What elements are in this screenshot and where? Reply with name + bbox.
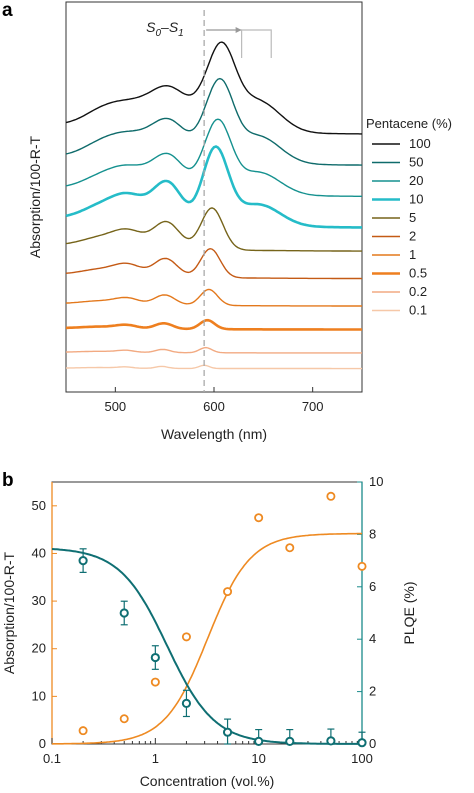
x-tick-label-1: 1 xyxy=(152,751,159,766)
spectrum-100 xyxy=(65,41,362,135)
x-tick-label-700: 700 xyxy=(302,399,324,414)
panel-a-legend: Pentacene (%) 100 50 20 10 5 2 1 0.5 0.2 0.1 xyxy=(366,116,452,318)
panel-b-x-axis: 0.1 1 10 100 xyxy=(43,738,373,766)
absorption-point xyxy=(181,632,191,642)
right-tick-label-6: 6 xyxy=(369,579,376,594)
spectrum-0.1 xyxy=(66,364,362,370)
peak-bracket xyxy=(241,29,272,58)
panel-b-label: b xyxy=(2,470,14,491)
spectrum-0.5 xyxy=(65,318,362,331)
panel-b-right-axis: 0 2 4 6 8 10 xyxy=(357,474,383,751)
spectrum-20 xyxy=(65,118,362,197)
panel-b-fit-curves xyxy=(51,532,362,745)
right-tick-label-4: 4 xyxy=(369,631,376,646)
plqe-point xyxy=(254,736,264,746)
absorption-point xyxy=(326,491,336,501)
plqe-point xyxy=(181,698,192,708)
shift-arrowhead xyxy=(235,27,242,33)
x-tick-label-0.1: 0.1 xyxy=(43,751,61,766)
legend-label-100: 100 xyxy=(409,136,431,151)
spectrum-0.2 xyxy=(66,346,362,354)
plqe-point xyxy=(222,727,233,737)
panel-b-left-axis-label: Absorption/100-R-T xyxy=(1,551,17,674)
panel-b-frame xyxy=(51,481,363,745)
left-tick-label-20: 20 xyxy=(32,641,46,656)
spectrum-2 xyxy=(65,247,363,280)
legend-label-10: 10 xyxy=(409,192,423,207)
legend-label-0.5: 0.5 xyxy=(409,266,427,281)
legend-label-5: 5 xyxy=(409,210,416,225)
x-tick-label-500: 500 xyxy=(104,399,126,414)
panel-b-x-axis-label: Concentration (vol.%) xyxy=(140,773,275,789)
right-tick-label-0: 0 xyxy=(369,736,376,751)
plqe-point xyxy=(119,608,129,618)
spectrum-10 xyxy=(65,145,362,229)
s1-subscript: 1 xyxy=(178,28,184,39)
spectrum-5 xyxy=(65,207,362,252)
absorption-point xyxy=(223,587,233,597)
panel-b-left-axis: 0 10 20 30 40 50 xyxy=(32,482,57,751)
panel-b-data-points xyxy=(78,491,367,748)
right-tick-label-2: 2 xyxy=(369,684,376,699)
absorption-fit-curve xyxy=(51,532,362,745)
legend-label-0.2: 0.2 xyxy=(409,284,427,299)
legend-label-50: 50 xyxy=(409,155,423,170)
x-tick-label-600: 600 xyxy=(203,399,225,414)
absorption-point xyxy=(285,543,295,553)
legend-label-1: 1 xyxy=(409,247,416,262)
panel-a-curves xyxy=(65,41,363,370)
legend-label-0.1: 0.1 xyxy=(409,303,427,318)
s0-s1-label: S0–S1 xyxy=(146,19,184,39)
right-tick-label-10: 10 xyxy=(369,474,383,489)
left-tick-label-10: 10 xyxy=(32,688,46,703)
s0-s1-dash: –S xyxy=(160,19,179,35)
right-tick-label-8: 8 xyxy=(369,526,376,541)
plqe-fit-curve xyxy=(51,548,362,745)
absorption-point xyxy=(254,513,264,523)
left-tick-label-40: 40 xyxy=(32,545,46,560)
absorption-point xyxy=(78,726,88,736)
panel-a-x-ticks: 500 600 700 xyxy=(104,387,324,414)
absorption-point xyxy=(150,677,160,687)
left-tick-label-30: 30 xyxy=(32,593,46,608)
legend-label-20: 20 xyxy=(409,173,423,188)
plqe-point xyxy=(150,652,160,663)
panel-a-y-axis-label: Absorption/100-R-T xyxy=(27,135,43,258)
panel-a-x-axis-label: Wavelength (nm) xyxy=(161,426,267,442)
spectrum-1 xyxy=(65,288,362,307)
plqe-point xyxy=(326,736,336,746)
legend-title: Pentacene (%) xyxy=(366,116,452,131)
absorption-point xyxy=(119,714,129,724)
left-tick-label-50: 50 xyxy=(32,498,46,513)
s0-subscript: 0 xyxy=(155,28,161,39)
left-tick-label-0: 0 xyxy=(39,736,46,751)
plqe-point xyxy=(78,556,88,566)
x-tick-label-10: 10 xyxy=(251,751,265,766)
legend-label-2: 2 xyxy=(409,229,416,244)
panel-b-right-axis-label: PLQE (%) xyxy=(401,581,417,644)
x-tick-label-100: 100 xyxy=(351,751,373,766)
s0-s1-annotation: S0–S1 xyxy=(146,19,272,58)
absorption-point xyxy=(357,561,367,571)
spectrum-50 xyxy=(65,77,362,166)
plqe-point xyxy=(357,738,367,748)
panel-a-label: a xyxy=(2,0,13,21)
plqe-point xyxy=(285,736,295,746)
